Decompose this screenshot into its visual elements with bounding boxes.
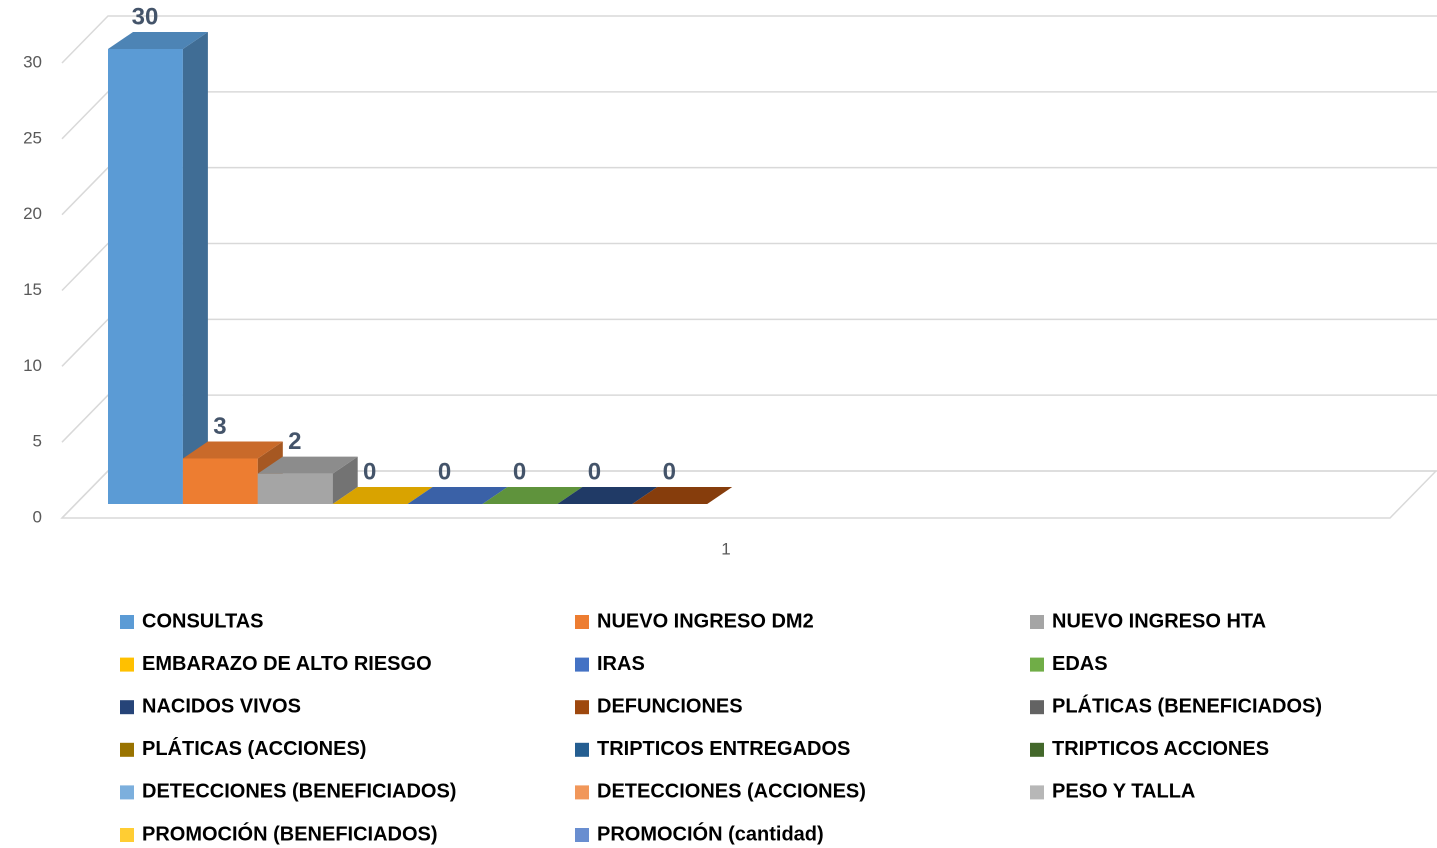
bar xyxy=(407,487,508,504)
legend-swatch xyxy=(120,742,134,757)
data-label: 0 xyxy=(513,458,526,485)
legend-swatch xyxy=(120,700,134,715)
grid-line xyxy=(61,91,1437,140)
y-tick-label: 0 xyxy=(33,507,42,526)
legend-swatch xyxy=(1030,657,1044,672)
legend-swatch xyxy=(1030,615,1044,629)
data-label: 0 xyxy=(363,458,376,485)
bar-top xyxy=(407,487,508,504)
bar-top xyxy=(557,487,658,504)
legend-label: PROMOCIÓN (cantidad) xyxy=(597,821,824,845)
legend-label: NACIDOS VIVOS xyxy=(142,695,301,717)
y-tick-label: 5 xyxy=(33,432,42,451)
legend-label: PROMOCIÓN (BENEFICIADOS) xyxy=(142,821,438,845)
grid-line xyxy=(61,394,1437,443)
bar-front xyxy=(182,458,258,504)
legend-label: NUEVO INGRESO DM2 xyxy=(597,610,814,632)
bar xyxy=(108,32,208,504)
legend-swatch xyxy=(575,828,589,842)
bar-top xyxy=(108,32,208,49)
x-tick-label: 1 xyxy=(721,539,730,558)
legend-swatch xyxy=(120,785,134,800)
legend-label: DETECCIONES (BENEFICIADOS) xyxy=(142,781,456,803)
legend-swatch xyxy=(120,615,134,629)
legend-label: DEFUNCIONES xyxy=(597,695,743,717)
bar-top xyxy=(632,487,733,504)
legend-swatch xyxy=(575,742,589,757)
legend-swatch xyxy=(1030,785,1044,800)
legend-label: PESO Y TALLA xyxy=(1052,781,1195,803)
legend-label: PLÁTICAS (BENEFICIADOS) xyxy=(1052,694,1322,717)
y-tick-label: 20 xyxy=(23,204,42,223)
bar-front xyxy=(108,49,183,504)
legend-swatch xyxy=(120,657,134,672)
legend-label: PLÁTICAS (ACCIONES) xyxy=(142,737,366,760)
data-label: 2 xyxy=(288,428,301,455)
legend-swatch xyxy=(575,615,589,629)
legend-label: TRIPTICOS ENTREGADOS xyxy=(597,738,850,760)
legend-label: CONSULTAS xyxy=(142,610,263,632)
data-label: 0 xyxy=(438,458,451,485)
bar xyxy=(482,487,583,504)
data-label: 0 xyxy=(663,458,676,485)
y-tick-label: 15 xyxy=(23,280,42,299)
bar-top xyxy=(482,487,583,504)
legend-swatch xyxy=(1030,700,1044,715)
bar-front xyxy=(257,473,333,504)
legend-label: DETECCIONES (ACCIONES) xyxy=(597,781,866,803)
grid-line xyxy=(61,166,1437,216)
grid-line xyxy=(61,242,1437,292)
bar-top xyxy=(257,456,358,474)
bar xyxy=(257,456,358,504)
bar xyxy=(632,487,733,504)
legend-swatch xyxy=(1030,742,1044,757)
legend-swatch xyxy=(575,700,589,715)
legend-label: NUEVO INGRESO HTA xyxy=(1052,610,1266,632)
bar xyxy=(557,487,658,504)
bar xyxy=(332,487,433,504)
data-label: 3 xyxy=(213,413,226,440)
grid-line xyxy=(61,318,1437,367)
data-label: 30 xyxy=(132,3,159,30)
bar-top xyxy=(182,441,283,459)
data-label: 0 xyxy=(588,458,601,485)
legend-label: TRIPTICOS ACCIONES xyxy=(1052,738,1269,760)
y-tick-label: 25 xyxy=(23,128,42,147)
bar-side xyxy=(332,456,358,504)
legend-label: EMBARAZO DE ALTO RIESGO xyxy=(142,653,432,675)
bar-top xyxy=(332,487,433,504)
bar-side xyxy=(182,32,208,504)
y-tick-label: 10 xyxy=(23,356,42,375)
legend-swatch xyxy=(575,657,589,672)
legend-label: IRAS xyxy=(597,653,645,675)
legend-label: EDAS xyxy=(1052,653,1108,675)
y-tick-label: 30 xyxy=(23,52,42,71)
legend-swatch xyxy=(575,785,589,800)
legend-swatch xyxy=(120,828,134,842)
grid-line xyxy=(61,15,1437,64)
